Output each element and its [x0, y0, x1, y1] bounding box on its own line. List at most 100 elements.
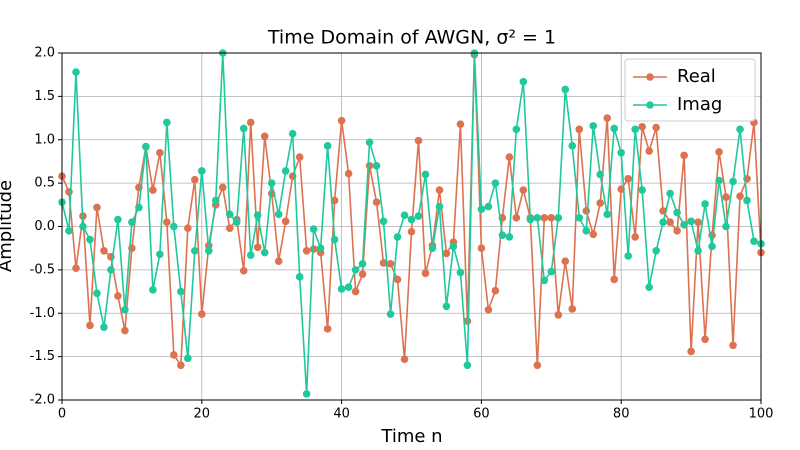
data-point: [610, 275, 619, 284]
data-point: [680, 220, 688, 229]
data-point: [582, 227, 591, 235]
y-tick-label: 1.5: [34, 89, 55, 104]
data-point: [596, 199, 605, 207]
y-tick-label: -1.5: [30, 349, 55, 364]
data-point: [379, 259, 388, 267]
data-point: [638, 186, 646, 194]
data-point: [554, 214, 563, 222]
data-point: [617, 148, 625, 157]
data-point: [505, 153, 514, 161]
data-point: [358, 260, 367, 268]
legend-label: Real: [677, 66, 716, 87]
data-point: [337, 285, 346, 293]
data-point: [540, 276, 549, 285]
data-point: [274, 257, 283, 266]
data-point: [149, 286, 157, 294]
data-point: [170, 351, 178, 359]
data-point: [736, 125, 744, 134]
data-point: [79, 222, 87, 231]
data-point: [715, 176, 723, 185]
data-point: [344, 169, 353, 178]
data-point: [666, 189, 674, 198]
data-point: [163, 118, 171, 127]
data-point: [435, 186, 444, 194]
data-point: [442, 302, 451, 311]
data-point: [519, 186, 528, 194]
data-point: [149, 186, 157, 194]
data-point: [372, 198, 381, 207]
data-point: [673, 227, 681, 235]
x-tick-label: 100: [749, 407, 774, 422]
data-point: [218, 183, 227, 192]
data-point: [477, 205, 486, 213]
data-point: [93, 289, 101, 298]
x-axis-label: Time n: [380, 426, 442, 447]
data-point: [701, 335, 709, 344]
y-tick-label: 2.0: [34, 46, 55, 61]
chart-title: Time Domain of AWGN, σ² = 1: [267, 27, 556, 49]
data-point: [407, 215, 416, 224]
data-point: [708, 242, 716, 251]
x-tick-label: 80: [613, 407, 630, 422]
data-point: [414, 212, 423, 220]
data-point: [722, 222, 730, 231]
data-point: [645, 283, 653, 292]
data-point: [463, 317, 472, 325]
data-point: [575, 214, 584, 222]
data-point: [631, 233, 639, 241]
data-point: [407, 227, 416, 236]
data-point: [65, 188, 73, 196]
data-point: [624, 174, 632, 183]
data-point: [589, 122, 598, 130]
data-point: [547, 214, 556, 222]
data-point: [722, 193, 730, 201]
data-point: [638, 122, 646, 131]
data-point: [659, 218, 667, 226]
data-point: [519, 77, 528, 86]
data-point: [561, 257, 570, 266]
axes-frame: [61, 52, 762, 401]
data-point: [191, 246, 199, 255]
data-point: [267, 179, 276, 187]
data-point: [603, 114, 612, 122]
data-point: [463, 361, 472, 370]
data-point: [610, 124, 619, 133]
x-tick-label: 20: [194, 407, 211, 422]
y-tick-label: 0.5: [34, 176, 55, 191]
data-point: [533, 214, 542, 222]
data-point: [225, 224, 234, 233]
data-point: [477, 244, 486, 252]
y-tick-label: 0.0: [34, 219, 55, 234]
data-point: [281, 217, 290, 226]
data-point: [225, 210, 234, 219]
data-point: [72, 264, 80, 272]
data-point: [142, 142, 150, 151]
data-point: [386, 260, 395, 268]
data-point: [114, 292, 122, 300]
data-point: [323, 325, 332, 333]
data-point: [100, 323, 108, 331]
data-point: [184, 354, 192, 363]
data-point: [121, 305, 129, 314]
data-point: [645, 147, 653, 155]
data-point: [701, 200, 709, 208]
data-point: [211, 196, 220, 205]
y-tick-label: 1.0: [34, 132, 55, 147]
legend-marker: [646, 101, 654, 109]
data-point: [582, 207, 591, 215]
data-point: [561, 85, 570, 94]
data-point: [729, 341, 737, 350]
plot-area: [58, 49, 765, 398]
data-point: [351, 287, 360, 296]
data-point: [596, 170, 605, 179]
data-point: [302, 246, 311, 255]
data-point: [428, 244, 437, 252]
data-point: [253, 243, 262, 252]
data-point: [435, 202, 444, 211]
data-point: [400, 211, 409, 220]
data-point: [554, 311, 563, 319]
data-point: [156, 250, 164, 259]
data-point: [330, 235, 339, 244]
x-tick-label: 0: [58, 407, 66, 422]
data-point: [505, 233, 514, 241]
